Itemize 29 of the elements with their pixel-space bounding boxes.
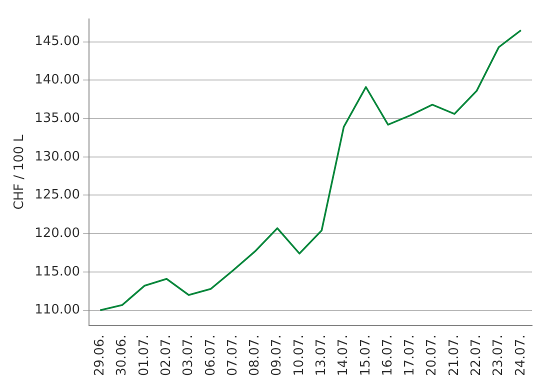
y-axis-title: CHF / 100 L [12, 134, 28, 210]
y-tick-label: 125.00 [34, 188, 80, 203]
y-tick-label: 140.00 [34, 72, 80, 88]
x-tick-label: 10.07. [292, 334, 307, 376]
x-tick-label: 13.07. [314, 334, 329, 376]
y-tick-label: 145.00 [34, 34, 80, 50]
y-tick-label: 130.00 [34, 149, 80, 164]
x-tick-label: 07.07. [225, 334, 240, 376]
x-tick-label: 20.07. [424, 334, 440, 376]
x-tick-label: 23.07. [491, 334, 506, 376]
x-tick-label: 30.06. [114, 334, 130, 376]
x-tick-label: 09.07. [270, 334, 285, 376]
x-tick-label: 29.06. [92, 334, 108, 376]
y-tick-label: 120.00 [34, 226, 80, 241]
x-tick-label: 17.07. [402, 334, 418, 376]
x-tick-label: 02.07. [158, 334, 174, 376]
x-tick-label: 03.07. [181, 334, 196, 376]
y-tick-label: 135.00 [34, 110, 80, 126]
x-tick-label: 01.07. [136, 334, 152, 376]
x-tick-label: 24.07. [513, 334, 528, 376]
x-tick-label: 16.07. [380, 334, 396, 376]
x-tick-label: 21.07. [446, 334, 462, 376]
x-tick-label: 06.07. [203, 334, 218, 376]
y-tick-label: 110.00 [34, 302, 80, 318]
x-tick-label: 08.07. [248, 334, 263, 376]
x-tick-label: 15.07. [358, 334, 374, 376]
x-tick-label: 22.07. [469, 334, 484, 376]
y-tick-label: 115.00 [34, 264, 80, 280]
x-tick-label: 14.07. [336, 334, 352, 376]
